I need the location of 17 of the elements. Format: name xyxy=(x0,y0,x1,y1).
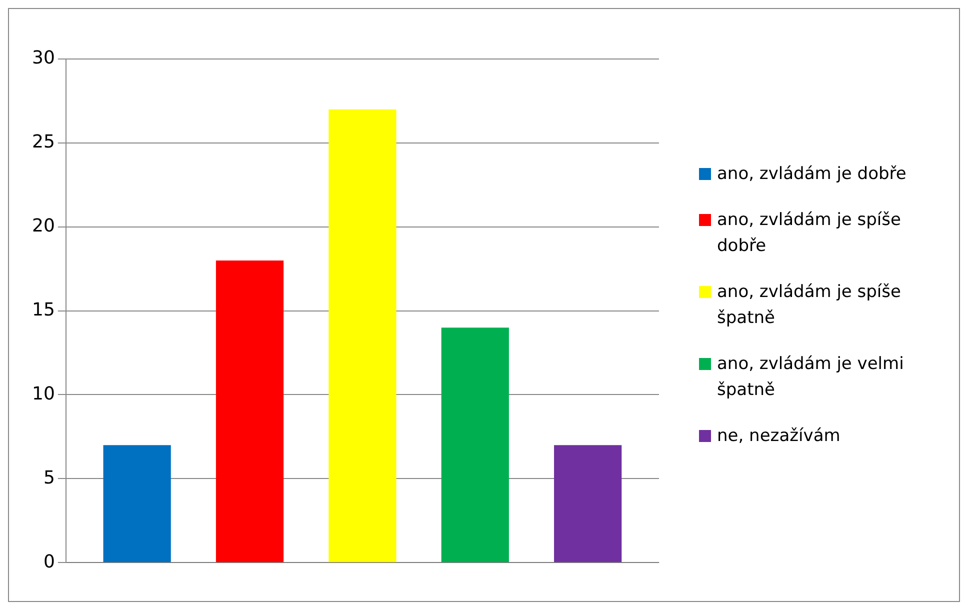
y-tick-label: 0 xyxy=(43,551,55,572)
y-tick-label: 10 xyxy=(32,383,55,404)
legend-label: ne, nezažívám xyxy=(717,425,840,448)
legend-label: ano, zvládám je velmi špatně xyxy=(717,353,905,402)
bar xyxy=(554,445,622,562)
bar xyxy=(328,109,396,562)
legend-label: ano, zvládám je dobře xyxy=(717,163,906,186)
y-tick-label: 15 xyxy=(32,299,55,320)
bar xyxy=(216,260,284,562)
legend-label: ano, zvládám je spíše dobře xyxy=(717,209,902,258)
legend-label: ano, zvládám je spíše špatně xyxy=(717,281,902,330)
y-tick-label: 5 xyxy=(43,467,55,488)
y-tick-label: 30 xyxy=(32,48,55,69)
y-tick-label: 20 xyxy=(32,216,55,237)
y-tick-label: 25 xyxy=(32,132,55,153)
bar xyxy=(441,328,509,562)
bar xyxy=(103,445,171,562)
